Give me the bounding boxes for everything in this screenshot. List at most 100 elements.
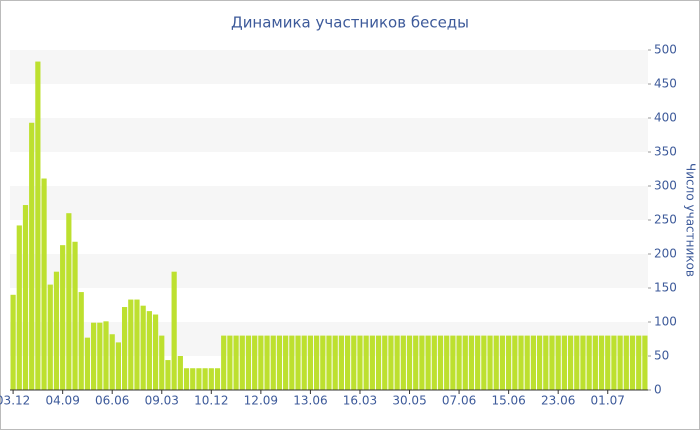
grid-band: [10, 254, 648, 288]
bar: [177, 356, 183, 390]
x-tick-label: 12.09: [244, 394, 278, 408]
bar: [499, 335, 506, 390]
x-tick-label: 23.06: [541, 394, 575, 408]
bar: [276, 335, 283, 390]
bar: [332, 335, 338, 390]
bar: [351, 335, 357, 390]
y-tick-label: 450: [654, 77, 677, 91]
bar: [326, 335, 332, 390]
bar: [437, 335, 444, 390]
bar: [84, 337, 91, 390]
bar: [146, 311, 152, 390]
bar: [196, 368, 202, 390]
bar: [419, 335, 425, 390]
bar: [574, 335, 580, 390]
y-tick-label: 50: [654, 349, 669, 363]
bar: [152, 314, 159, 390]
bar: [629, 335, 636, 390]
bar: [183, 368, 190, 390]
bar: [320, 335, 326, 390]
x-tick-label: 06.06: [95, 394, 129, 408]
bar: [165, 360, 171, 390]
bar: [214, 368, 221, 390]
bar: [518, 335, 524, 390]
bar: [567, 335, 574, 390]
bar: [258, 335, 264, 390]
bar: [524, 335, 530, 390]
bar: [128, 299, 134, 390]
y-axis-label: Число участников: [684, 163, 698, 277]
bar: [121, 307, 128, 390]
y-tick-label: 150: [654, 281, 677, 295]
bar: [252, 335, 258, 390]
bar: [642, 335, 648, 390]
bar: [103, 321, 109, 390]
bar: [289, 335, 295, 390]
x-tick-label: 04.09: [45, 394, 79, 408]
bar: [344, 335, 351, 390]
bar: [208, 368, 214, 390]
bar: [60, 245, 66, 390]
bar: [109, 334, 115, 390]
bar: [72, 241, 78, 390]
bar: [617, 335, 623, 390]
grid-band: [10, 118, 648, 152]
bar: [159, 335, 165, 390]
bar: [481, 335, 487, 390]
bar: [314, 335, 320, 390]
bar: [487, 335, 493, 390]
bar: [413, 335, 419, 390]
bar: [406, 335, 413, 390]
bar: [555, 335, 561, 390]
bar: [375, 335, 382, 390]
bar: [16, 225, 22, 390]
bar: [543, 335, 549, 390]
bar: [357, 335, 363, 390]
bar: [456, 335, 462, 390]
bar: [468, 335, 475, 390]
bar: [301, 335, 307, 390]
bar: [444, 335, 450, 390]
bar: [623, 335, 629, 390]
y-tick-label: 500: [654, 43, 677, 57]
bar: [549, 335, 555, 390]
bar: [221, 335, 227, 390]
bar: [66, 213, 72, 390]
bar: [363, 335, 369, 390]
x-tick-label: 30.05: [392, 394, 426, 408]
y-tick-label: 300: [654, 179, 677, 193]
x-tick-label: 07.06: [442, 394, 476, 408]
bar: [475, 335, 481, 390]
bar: [233, 335, 239, 390]
bar: [295, 335, 301, 390]
bar: [41, 178, 47, 390]
bar: [264, 335, 270, 390]
y-tick-label: 200: [654, 247, 677, 261]
bar: [592, 335, 598, 390]
x-tick-label: 13.06: [293, 394, 327, 408]
bar: [115, 342, 121, 390]
x-tick-label: 03.12: [0, 394, 30, 408]
bar: [78, 292, 84, 390]
x-tick-label: 09.03: [145, 394, 179, 408]
bar: [338, 335, 344, 390]
x-tick-label: 10.12: [194, 394, 228, 408]
bar: [171, 271, 177, 390]
bar: [388, 335, 394, 390]
bar: [425, 335, 431, 390]
bar: [400, 335, 406, 390]
bar: [10, 294, 16, 390]
bar: [512, 335, 518, 390]
y-tick-label: 400: [654, 111, 677, 125]
grid-band: [10, 186, 648, 220]
bar: [369, 335, 375, 390]
bar: [636, 335, 642, 390]
bar: [598, 335, 605, 390]
bar: [561, 335, 567, 390]
x-tick-label: 16.03: [343, 394, 377, 408]
bar: [530, 335, 537, 390]
bar: [239, 335, 245, 390]
bar: [307, 335, 314, 390]
bar: [605, 335, 611, 390]
